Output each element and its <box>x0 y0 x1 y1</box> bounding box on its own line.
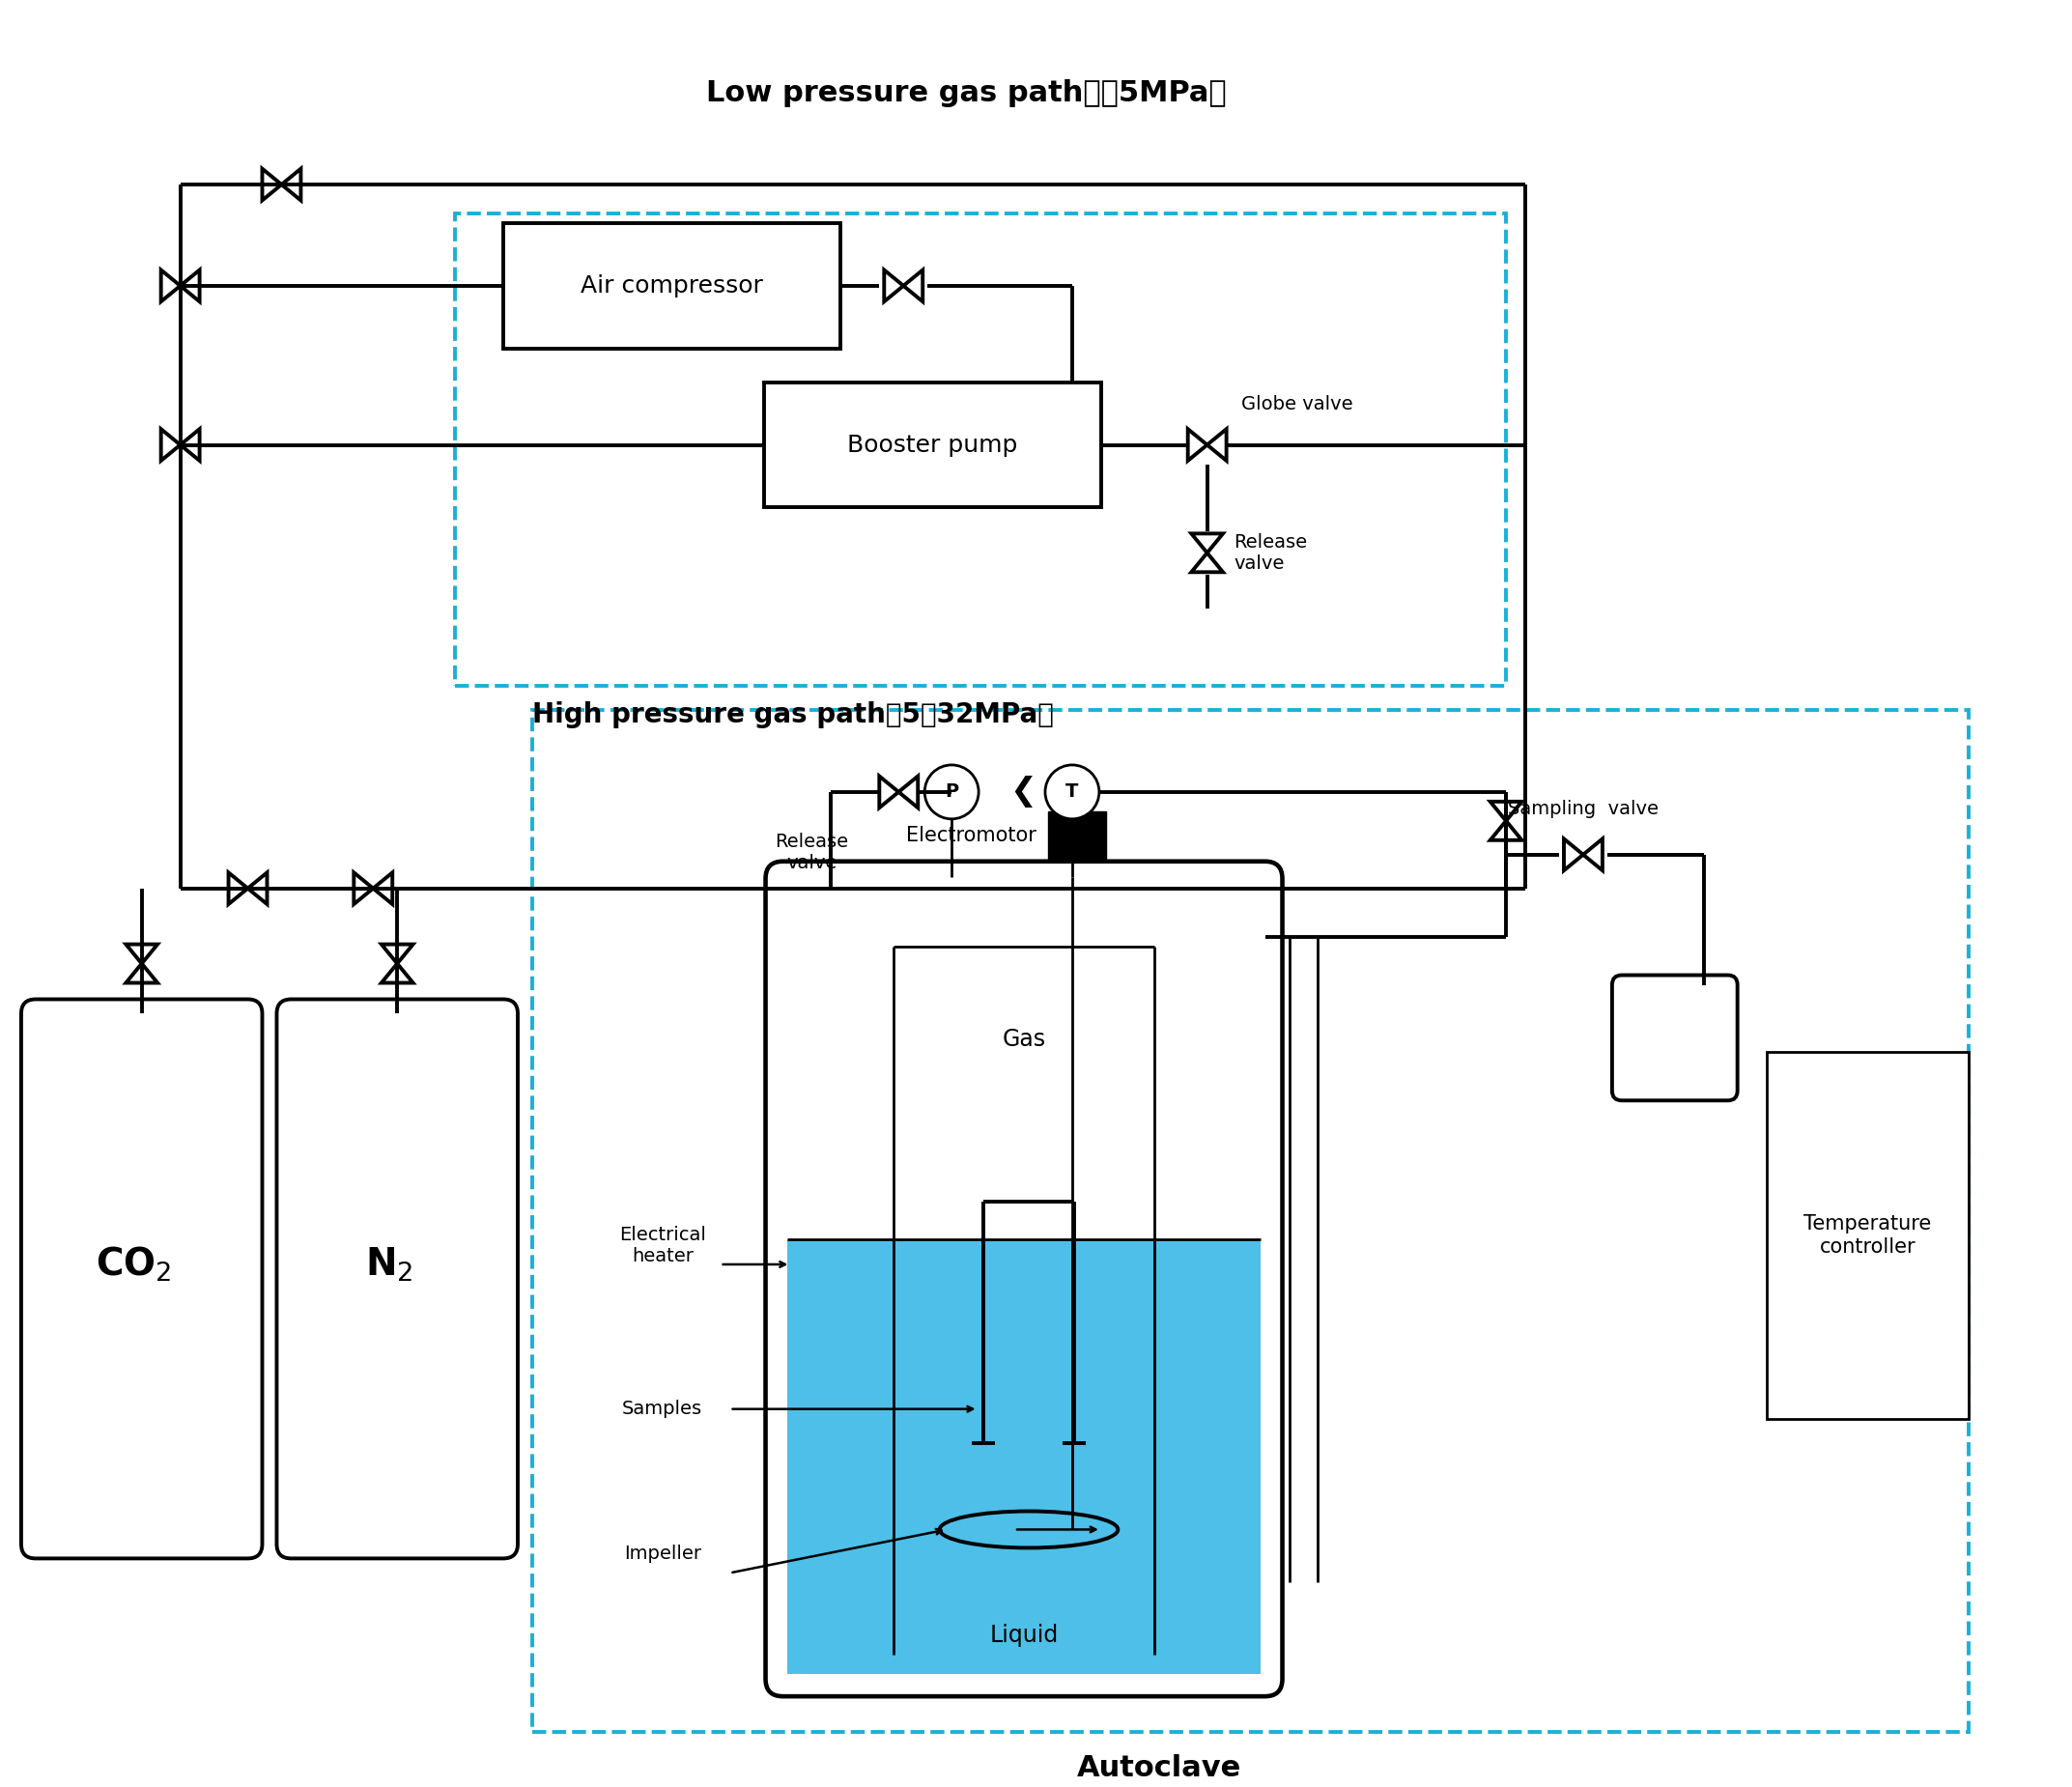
Text: Globe valve: Globe valve <box>1241 395 1353 413</box>
Polygon shape <box>162 429 180 461</box>
Polygon shape <box>249 872 267 904</box>
Polygon shape <box>1191 552 1222 572</box>
Polygon shape <box>879 776 899 808</box>
Polygon shape <box>180 429 199 461</box>
Polygon shape <box>263 168 282 200</box>
Text: High pressure gas path（5～32MPa）: High pressure gas path（5～32MPa） <box>533 701 1053 729</box>
Polygon shape <box>373 872 392 904</box>
FancyBboxPatch shape <box>503 223 841 348</box>
Text: Autoclave: Autoclave <box>1077 1753 1241 1782</box>
Polygon shape <box>180 270 199 302</box>
FancyBboxPatch shape <box>1612 976 1738 1101</box>
Polygon shape <box>282 168 300 200</box>
FancyBboxPatch shape <box>787 1238 1260 1674</box>
Text: Sampling  valve: Sampling valve <box>1508 799 1658 818</box>
Polygon shape <box>1490 820 1521 840</box>
FancyBboxPatch shape <box>278 999 518 1558</box>
Polygon shape <box>1191 534 1222 552</box>
Polygon shape <box>162 270 180 302</box>
Polygon shape <box>381 963 412 983</box>
FancyBboxPatch shape <box>765 382 1100 508</box>
Polygon shape <box>903 270 922 302</box>
Text: Samples: Samples <box>622 1399 702 1419</box>
Text: Low pressure gas path（＜5MPa）: Low pressure gas path（＜5MPa） <box>707 79 1227 107</box>
Text: Gas: Gas <box>1003 1028 1046 1051</box>
Circle shape <box>1044 765 1098 818</box>
Polygon shape <box>1564 838 1583 870</box>
Text: Booster pump: Booster pump <box>847 432 1017 456</box>
Text: T: T <box>1065 783 1080 801</box>
FancyBboxPatch shape <box>1765 1053 1968 1419</box>
Text: ❮: ❮ <box>1009 776 1036 808</box>
Polygon shape <box>126 944 157 963</box>
Text: Electrical
heater: Electrical heater <box>620 1226 707 1265</box>
Polygon shape <box>1490 802 1521 820</box>
Polygon shape <box>1208 429 1227 461</box>
Polygon shape <box>885 270 903 302</box>
Polygon shape <box>228 872 249 904</box>
Polygon shape <box>1187 429 1208 461</box>
FancyBboxPatch shape <box>1048 811 1106 860</box>
Text: Release
valve: Release valve <box>1235 533 1307 572</box>
FancyBboxPatch shape <box>21 999 263 1558</box>
Text: CO$_2$: CO$_2$ <box>95 1246 172 1283</box>
Text: Electromotor: Electromotor <box>905 826 1036 845</box>
Polygon shape <box>1583 838 1602 870</box>
Text: Release
valve: Release valve <box>775 833 850 872</box>
Text: Temperature
controller: Temperature controller <box>1805 1215 1931 1256</box>
Polygon shape <box>381 944 412 963</box>
Text: N$_2$: N$_2$ <box>365 1246 414 1283</box>
Polygon shape <box>354 872 373 904</box>
Text: Liquid: Liquid <box>990 1624 1059 1648</box>
Text: P: P <box>945 783 959 801</box>
Circle shape <box>924 765 978 818</box>
Text: Air compressor: Air compressor <box>580 273 762 297</box>
Text: Impeller: Impeller <box>624 1544 700 1564</box>
Polygon shape <box>899 776 918 808</box>
Polygon shape <box>126 963 157 983</box>
